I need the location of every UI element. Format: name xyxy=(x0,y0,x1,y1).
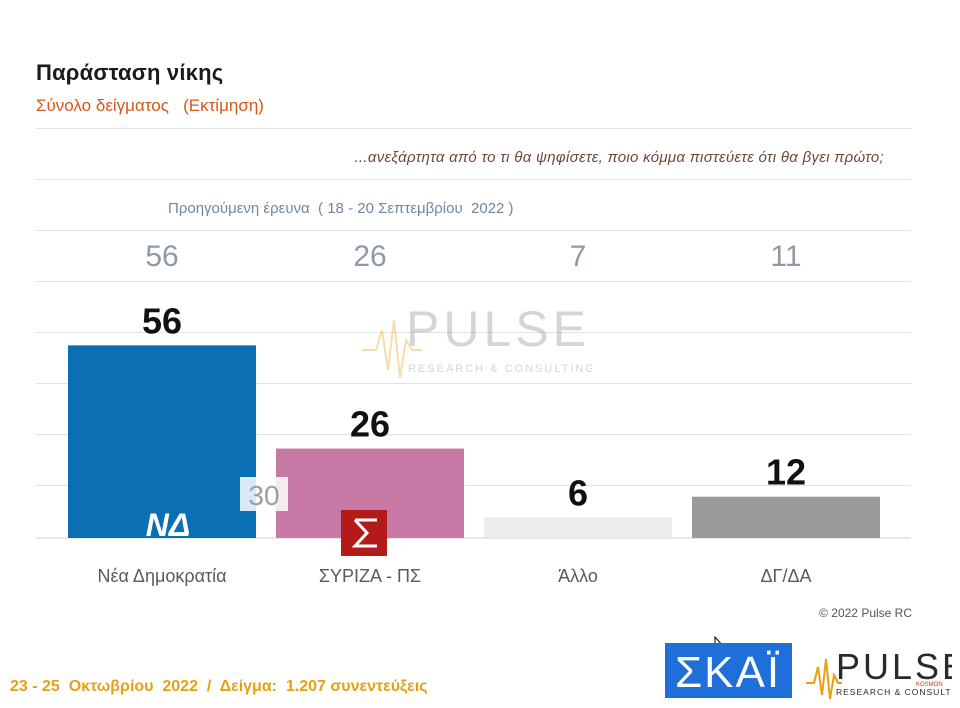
gridline xyxy=(36,230,911,231)
gridline xyxy=(36,179,911,180)
gridline xyxy=(36,383,911,384)
survey-footer: 23 - 25 Οκτωβρίου 2022 / Δείγμα: 1.207 σ… xyxy=(10,678,428,695)
chart-title: Παράσταση νίκης xyxy=(36,60,224,85)
syriza-logo xyxy=(341,510,387,556)
annotation-box xyxy=(240,477,288,511)
data-label: 56 xyxy=(142,300,182,341)
pulse-logo: PULSE KOSMON RESEARCH & CONSULTING xyxy=(806,646,952,700)
category-label: Νέα Δημοκρατία xyxy=(97,566,226,586)
category-label: ΔΓ/ΔΑ xyxy=(761,566,812,586)
previous-value-label: 7 xyxy=(570,240,587,273)
data-label: 26 xyxy=(350,404,390,445)
copyright-note: © 2022 Pulse RC xyxy=(819,606,912,620)
bar xyxy=(68,345,256,538)
previous-survey-label: Προηγούμενη έρευνα ( 18 - 20 Σεπτεμβρίου… xyxy=(168,200,514,217)
chart-subtitle: Σύνολο δείγματος (Εκτίμηση) xyxy=(36,96,264,115)
skai-logo-text: ΣΚΑΪ xyxy=(675,648,781,697)
annotation-label: 30 xyxy=(248,480,279,511)
gridline xyxy=(36,485,911,486)
gridline xyxy=(36,434,911,435)
bar xyxy=(692,496,880,538)
pulse-watermark: PULSE RESEARCH & CONSULTING xyxy=(362,301,592,379)
pulse-watermark-subtext: RESEARCH & CONSULTING xyxy=(408,363,592,375)
survey-question: ...ανεξάρτητα από το τι θα ψηφίσετε, ποι… xyxy=(354,149,884,166)
previous-value-label: 56 xyxy=(145,240,178,273)
data-label: 6 xyxy=(568,472,588,513)
nd-logo-text: ΝΔ xyxy=(146,507,191,543)
category-label: ΣΥΡΙΖΑ - ΠΣ xyxy=(319,566,421,586)
syriza-star-icon xyxy=(351,518,377,548)
nd-logo-shape xyxy=(116,514,206,538)
bar xyxy=(484,517,672,538)
previous-value-label: 11 xyxy=(770,240,801,273)
pulse-logo-tag: KOSMON xyxy=(916,682,943,688)
previous-value-label: 26 xyxy=(353,240,386,273)
category-label: Άλλο xyxy=(558,566,598,586)
data-label: 12 xyxy=(766,452,806,493)
pulse-logo-subtext: RESEARCH & CONSULTING xyxy=(836,687,952,697)
pulse-watermark-text: PULSE xyxy=(406,301,590,357)
gridline xyxy=(36,128,911,129)
gridline xyxy=(36,332,911,333)
pulse-logo-text: PULSE xyxy=(836,646,952,687)
gridline xyxy=(36,281,911,282)
skai-logo: ΣΚΑΪ xyxy=(665,643,792,698)
